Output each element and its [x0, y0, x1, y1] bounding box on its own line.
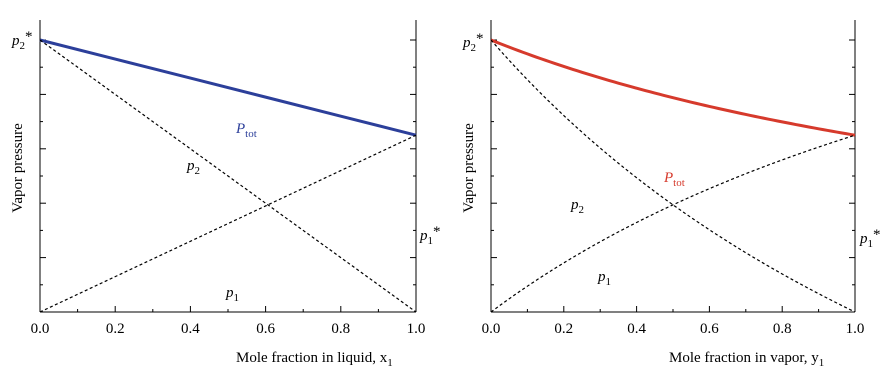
- right-y-axis-title: Vapor pressure: [461, 123, 477, 213]
- right-series-p1-line: [490, 134, 856, 313]
- right-p1-star-main: p: [859, 231, 868, 247]
- right-p2-star-sup: *: [476, 31, 484, 47]
- left-p1-star-main: p: [419, 228, 428, 244]
- right-x-ticks: [490, 306, 856, 312]
- left-x-tick-label: 0.8: [331, 321, 350, 337]
- right-axes-frame: [490, 20, 856, 313]
- left-p1-label: p1: [225, 285, 239, 304]
- left-x-tick-label: 0.4: [181, 321, 200, 337]
- right-x-tick-labels: 0.0 0.2 0.4 0.6 0.8 1.0: [482, 321, 865, 337]
- left-x-tick-label: 1.0: [407, 321, 426, 337]
- right-p1-star-label: p1*: [859, 227, 881, 250]
- left-x-axis-title-sub: 1: [387, 357, 393, 369]
- right-x-axis-title-sub: 1: [819, 357, 825, 369]
- left-p2-star-sub: 2: [20, 40, 26, 52]
- right-p1-star-sub: 1: [868, 238, 874, 250]
- right-x-tick-label: 0.0: [482, 321, 501, 337]
- right-p2-label-sub: 2: [579, 204, 585, 216]
- left-x-axis-title: Mole fraction in liquid, x1: [236, 350, 393, 369]
- right-p1-label: p1: [597, 269, 611, 288]
- right-panel: 0.0 0.2 0.4 0.6 0.8 1.0 Vapor pressure Mole f…: [461, 20, 881, 369]
- left-p1-label-main: p: [225, 285, 234, 301]
- right-p1-star-sup: *: [873, 227, 881, 243]
- right-x-tick-label: 0.2: [554, 321, 573, 337]
- left-x-tick-labels: 0.0 0.2 0.4 0.6 0.8 1.0: [31, 321, 426, 337]
- left-p1-label-sub: 1: [234, 292, 240, 304]
- left-p1-star-label: p1*: [419, 224, 441, 247]
- right-series-lines: [490, 38, 856, 313]
- right-p2-star-label: p2*: [462, 31, 484, 54]
- left-y-ticks: [40, 39, 416, 286]
- left-panel: 0.0 0.2 0.4 0.6 0.8 1.0 Vapor pressure Mole f…: [10, 20, 441, 369]
- left-p1-star-sub: 1: [428, 235, 434, 247]
- right-x-tick-label: 0.6: [700, 321, 719, 337]
- right-x-axis-title-main: Mole fraction in vapor, y: [669, 350, 819, 366]
- left-p2-star-label: p2*: [11, 29, 33, 52]
- left-p2-label-sub: 2: [195, 165, 201, 177]
- right-p1-label-main: p: [597, 269, 606, 285]
- right-p2-label: p2: [570, 197, 584, 216]
- left-x-ticks: [39, 306, 417, 312]
- right-x-tick-label: 1.0: [846, 321, 865, 337]
- left-ptot-label-sub: tot: [245, 128, 257, 140]
- left-p2-label-main: p: [186, 158, 195, 174]
- left-series-lines: [39, 38, 417, 313]
- left-axes-frame: [39, 20, 417, 313]
- right-ptot-label: Ptot: [663, 170, 685, 189]
- right-series-Ptot-line: [490, 38, 856, 137]
- left-ptot-label-main: P: [235, 121, 245, 137]
- left-x-tick-label: 0.0: [31, 321, 50, 337]
- right-p2-star-sub: 2: [471, 42, 477, 54]
- right-ptot-label-main: P: [663, 170, 673, 186]
- right-p2-star-main: p: [462, 35, 471, 51]
- right-x-tick-label: 0.4: [627, 321, 646, 337]
- left-p2-star-sup: *: [25, 29, 33, 45]
- right-y-ticks: [491, 39, 855, 286]
- left-x-axis-title-main: Mole fraction in liquid, x: [236, 350, 388, 366]
- left-y-axis-title: Vapor pressure: [10, 123, 26, 213]
- left-x-tick-label: 0.2: [106, 321, 125, 337]
- left-p1-star-sup: *: [433, 224, 441, 240]
- right-x-axis-title: Mole fraction in vapor, y1: [669, 350, 824, 369]
- left-ptot-label: Ptot: [235, 121, 257, 140]
- right-series-p2-line: [490, 39, 856, 313]
- right-p1-label-sub: 1: [606, 276, 612, 288]
- left-x-tick-label: 0.6: [256, 321, 275, 337]
- right-p2-label-main: p: [570, 197, 579, 213]
- left-p2-label: p2: [186, 158, 200, 177]
- right-x-tick-label: 0.8: [773, 321, 792, 337]
- left-series-Ptot-line: [39, 38, 417, 137]
- right-ptot-label-sub: tot: [673, 177, 685, 189]
- left-series-p2-line: [39, 39, 417, 313]
- left-p2-star-main: p: [11, 33, 20, 49]
